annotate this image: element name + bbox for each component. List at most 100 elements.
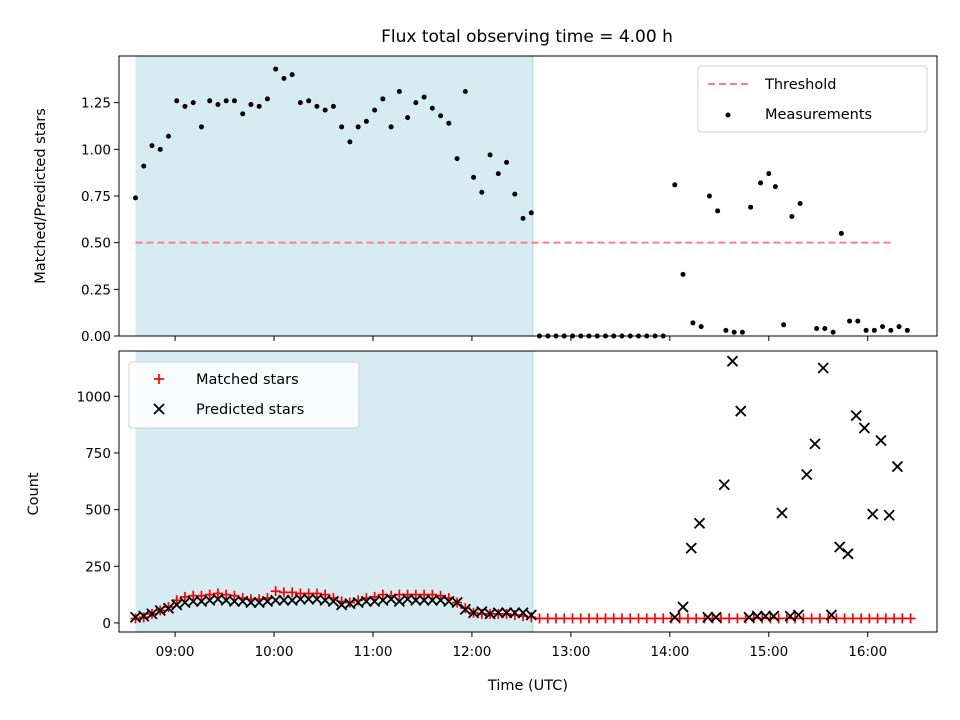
predicted-star-point xyxy=(525,609,537,621)
x-tick-label: 12:00 xyxy=(452,644,491,660)
predicted-star-point xyxy=(146,608,158,620)
ratio-y-axis-label: Matched/Predicted stars xyxy=(33,108,49,284)
predicted-star-point xyxy=(426,594,438,606)
measurement-point xyxy=(438,113,444,119)
y-tick-label: 0 xyxy=(102,616,111,632)
measurement-point xyxy=(297,100,303,106)
y-tick-label: 1.25 xyxy=(81,96,111,112)
ratio-shaded-span xyxy=(135,56,533,336)
measurement-point xyxy=(388,124,394,130)
measurement-point xyxy=(672,182,678,188)
measurement-point xyxy=(888,327,894,333)
measurement-point xyxy=(520,215,526,221)
measurement-point xyxy=(314,103,320,109)
predicted-star-point xyxy=(842,548,854,560)
predicted-star-point xyxy=(327,595,340,608)
count-y-axis-label: Count xyxy=(26,472,42,515)
measurement-point xyxy=(256,103,262,109)
count-legend: Matched stars Predicted stars xyxy=(128,361,360,429)
legend-measurements-label: Measurements xyxy=(765,107,872,123)
measurement-point xyxy=(690,320,696,326)
legend-matched-swatch xyxy=(154,374,164,384)
x-tick-label: 09:00 xyxy=(156,644,195,660)
measurement-point xyxy=(240,111,246,117)
predicted-star-point xyxy=(685,542,697,554)
matched-star-point xyxy=(427,589,438,600)
measurement-point xyxy=(405,115,411,121)
predicted-star-point xyxy=(726,355,739,367)
predicted-star-point xyxy=(459,603,471,615)
ratio-panel: 0.00 0.25 0.50 0.75 1.00 1.25 Matched/Predict… xyxy=(33,55,938,345)
predicted-star-point xyxy=(162,602,175,614)
predicted-star-point xyxy=(476,605,488,618)
count-x-ticks: 09:00 10:00 11:00 12:00 13:00 14:00 15:00 16:00 xyxy=(156,632,887,660)
predicted-star-point xyxy=(360,595,373,608)
measurement-point xyxy=(479,189,485,195)
measurement-point xyxy=(421,94,427,100)
figure-title: Flux total observing time = 4.00 h xyxy=(381,27,673,47)
matched-star-point xyxy=(905,613,916,624)
measurement-point xyxy=(871,327,877,333)
measurement-point xyxy=(132,195,138,201)
measurement-point xyxy=(330,103,336,109)
measurement-point xyxy=(797,200,803,206)
measurement-point xyxy=(838,230,844,236)
measurement-point xyxy=(231,98,237,104)
predicted-star-point xyxy=(410,594,422,606)
measurement-point xyxy=(306,98,312,104)
predicted-star-point xyxy=(834,541,846,553)
measurement-point xyxy=(789,214,795,220)
measurement-point xyxy=(863,327,869,333)
ratio-legend: Threshold Measurements xyxy=(697,65,928,133)
predicted-star-point xyxy=(492,607,504,619)
predicted-star-point xyxy=(228,595,241,608)
measurement-point xyxy=(248,102,254,108)
predicted-star-point xyxy=(776,507,788,519)
predicted-star-point xyxy=(138,610,150,622)
legend-measurements-swatch xyxy=(725,112,731,118)
measurement-point xyxy=(396,88,402,94)
predicted-star-point xyxy=(385,593,397,605)
legend-matched-label: Matched stars xyxy=(196,372,299,388)
predicted-star-point xyxy=(883,509,895,521)
x-tick-label: 13:00 xyxy=(551,644,590,660)
measurement-point xyxy=(223,98,229,104)
predicted-star-point xyxy=(303,593,315,605)
predicted-star-point xyxy=(393,595,405,608)
measurement-point xyxy=(814,326,820,332)
legend-threshold-label: Threshold xyxy=(764,77,836,93)
measurement-point xyxy=(446,120,452,126)
predicted-star-point xyxy=(759,610,772,622)
predicted-star-point xyxy=(801,468,813,481)
measurement-point xyxy=(149,143,155,149)
predicted-star-point xyxy=(735,405,747,417)
y-tick-label: 250 xyxy=(85,559,111,575)
measurement-point xyxy=(766,171,772,177)
y-tick-label: 0.50 xyxy=(81,236,111,252)
x-tick-label: 11:00 xyxy=(354,644,393,660)
count-marks xyxy=(129,355,916,624)
y-tick-label: 0.25 xyxy=(81,282,111,298)
measurement-point xyxy=(380,96,386,102)
y-tick-label: 750 xyxy=(85,446,111,462)
measurement-point xyxy=(706,193,712,199)
matched-star-point xyxy=(287,587,298,598)
ratio-x-ticks xyxy=(174,336,869,341)
measurement-point xyxy=(363,118,369,124)
ratio-y-ticks: 0.00 0.25 0.50 0.75 1.00 1.25 xyxy=(81,96,119,345)
predicted-star-point xyxy=(278,594,290,606)
measurement-point xyxy=(207,98,213,104)
count-y-ticks: 0 250 500 750 1000 xyxy=(77,389,119,632)
measurement-point xyxy=(781,322,787,328)
predicted-star-point xyxy=(677,601,689,613)
predicted-star-point xyxy=(875,434,887,447)
predicted-star-point xyxy=(171,599,183,611)
measurement-point xyxy=(289,72,295,78)
measurement-point xyxy=(715,208,721,214)
measurement-point xyxy=(273,66,279,72)
measurement-point xyxy=(855,318,861,324)
x-tick-label: 10:00 xyxy=(255,644,294,660)
count-x-axis-label: Time (UTC) xyxy=(487,678,568,694)
measurement-point xyxy=(339,124,345,130)
